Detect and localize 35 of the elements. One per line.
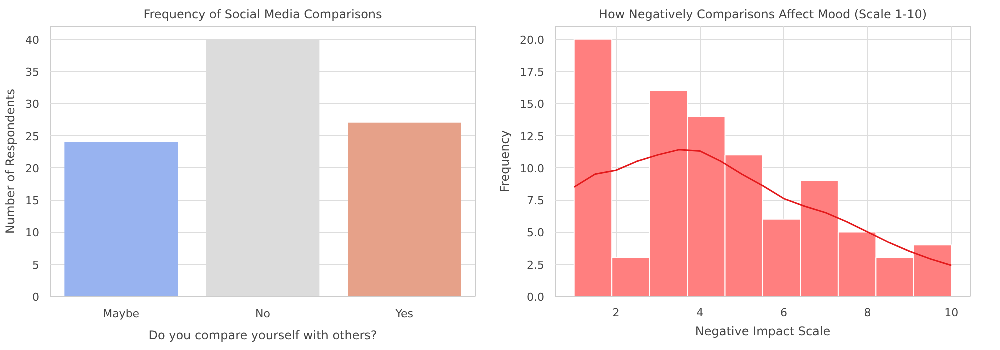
line-series	[574, 149, 952, 266]
y-tick-label: 15.0	[520, 98, 545, 112]
y-tick-label: 0	[32, 291, 40, 304]
y-tick-label: 5	[32, 258, 40, 272]
y-tick-label: 35	[26, 66, 40, 79]
x-tick-label: Maybe	[103, 308, 140, 320]
y-tick-label: 5.0	[527, 226, 545, 240]
y-tick-label: 2.5	[527, 258, 545, 272]
x-tick-label: 6	[780, 306, 788, 320]
y-tick-label: 17.5	[520, 66, 545, 79]
x-tick-label: 8	[864, 306, 872, 320]
y-tick-label: 25	[26, 130, 40, 144]
y-axis-title: Number of Respondents	[4, 89, 18, 234]
bar	[348, 122, 462, 296]
y-tick-label: 12.5	[520, 130, 545, 144]
chart-title: How Negatively Comparisons Affect Mood (Scale 1-10)	[598, 8, 928, 22]
y-tick-label: 7.5	[527, 194, 545, 208]
y-tick-label: 20.0	[520, 34, 545, 47]
bar	[64, 142, 178, 296]
x-axis-title: Do you compare yourself with others?	[148, 328, 378, 342]
y-tick-label: 20	[26, 162, 40, 176]
y-tick-label: 0.0	[527, 291, 545, 304]
x-tick-label: Yes	[394, 308, 414, 320]
y-axis-title: Frequency	[498, 130, 512, 192]
x-tick-label: 2	[612, 306, 620, 320]
x-tick-label: No	[256, 308, 271, 320]
y-tick-label: 40	[26, 34, 40, 47]
y-tick-label: 10	[26, 226, 40, 240]
y-tick-label: 10.0	[520, 162, 545, 176]
y-tick-label: 15	[26, 194, 40, 208]
chart-title: Frequency of Social Media Comparisons	[144, 8, 382, 22]
y-tick-label: 30	[26, 98, 40, 112]
x-axis-title: Negative Impact Scale	[695, 324, 831, 338]
x-tick-label: 4	[696, 306, 704, 320]
x-tick-label: 10	[944, 306, 959, 320]
